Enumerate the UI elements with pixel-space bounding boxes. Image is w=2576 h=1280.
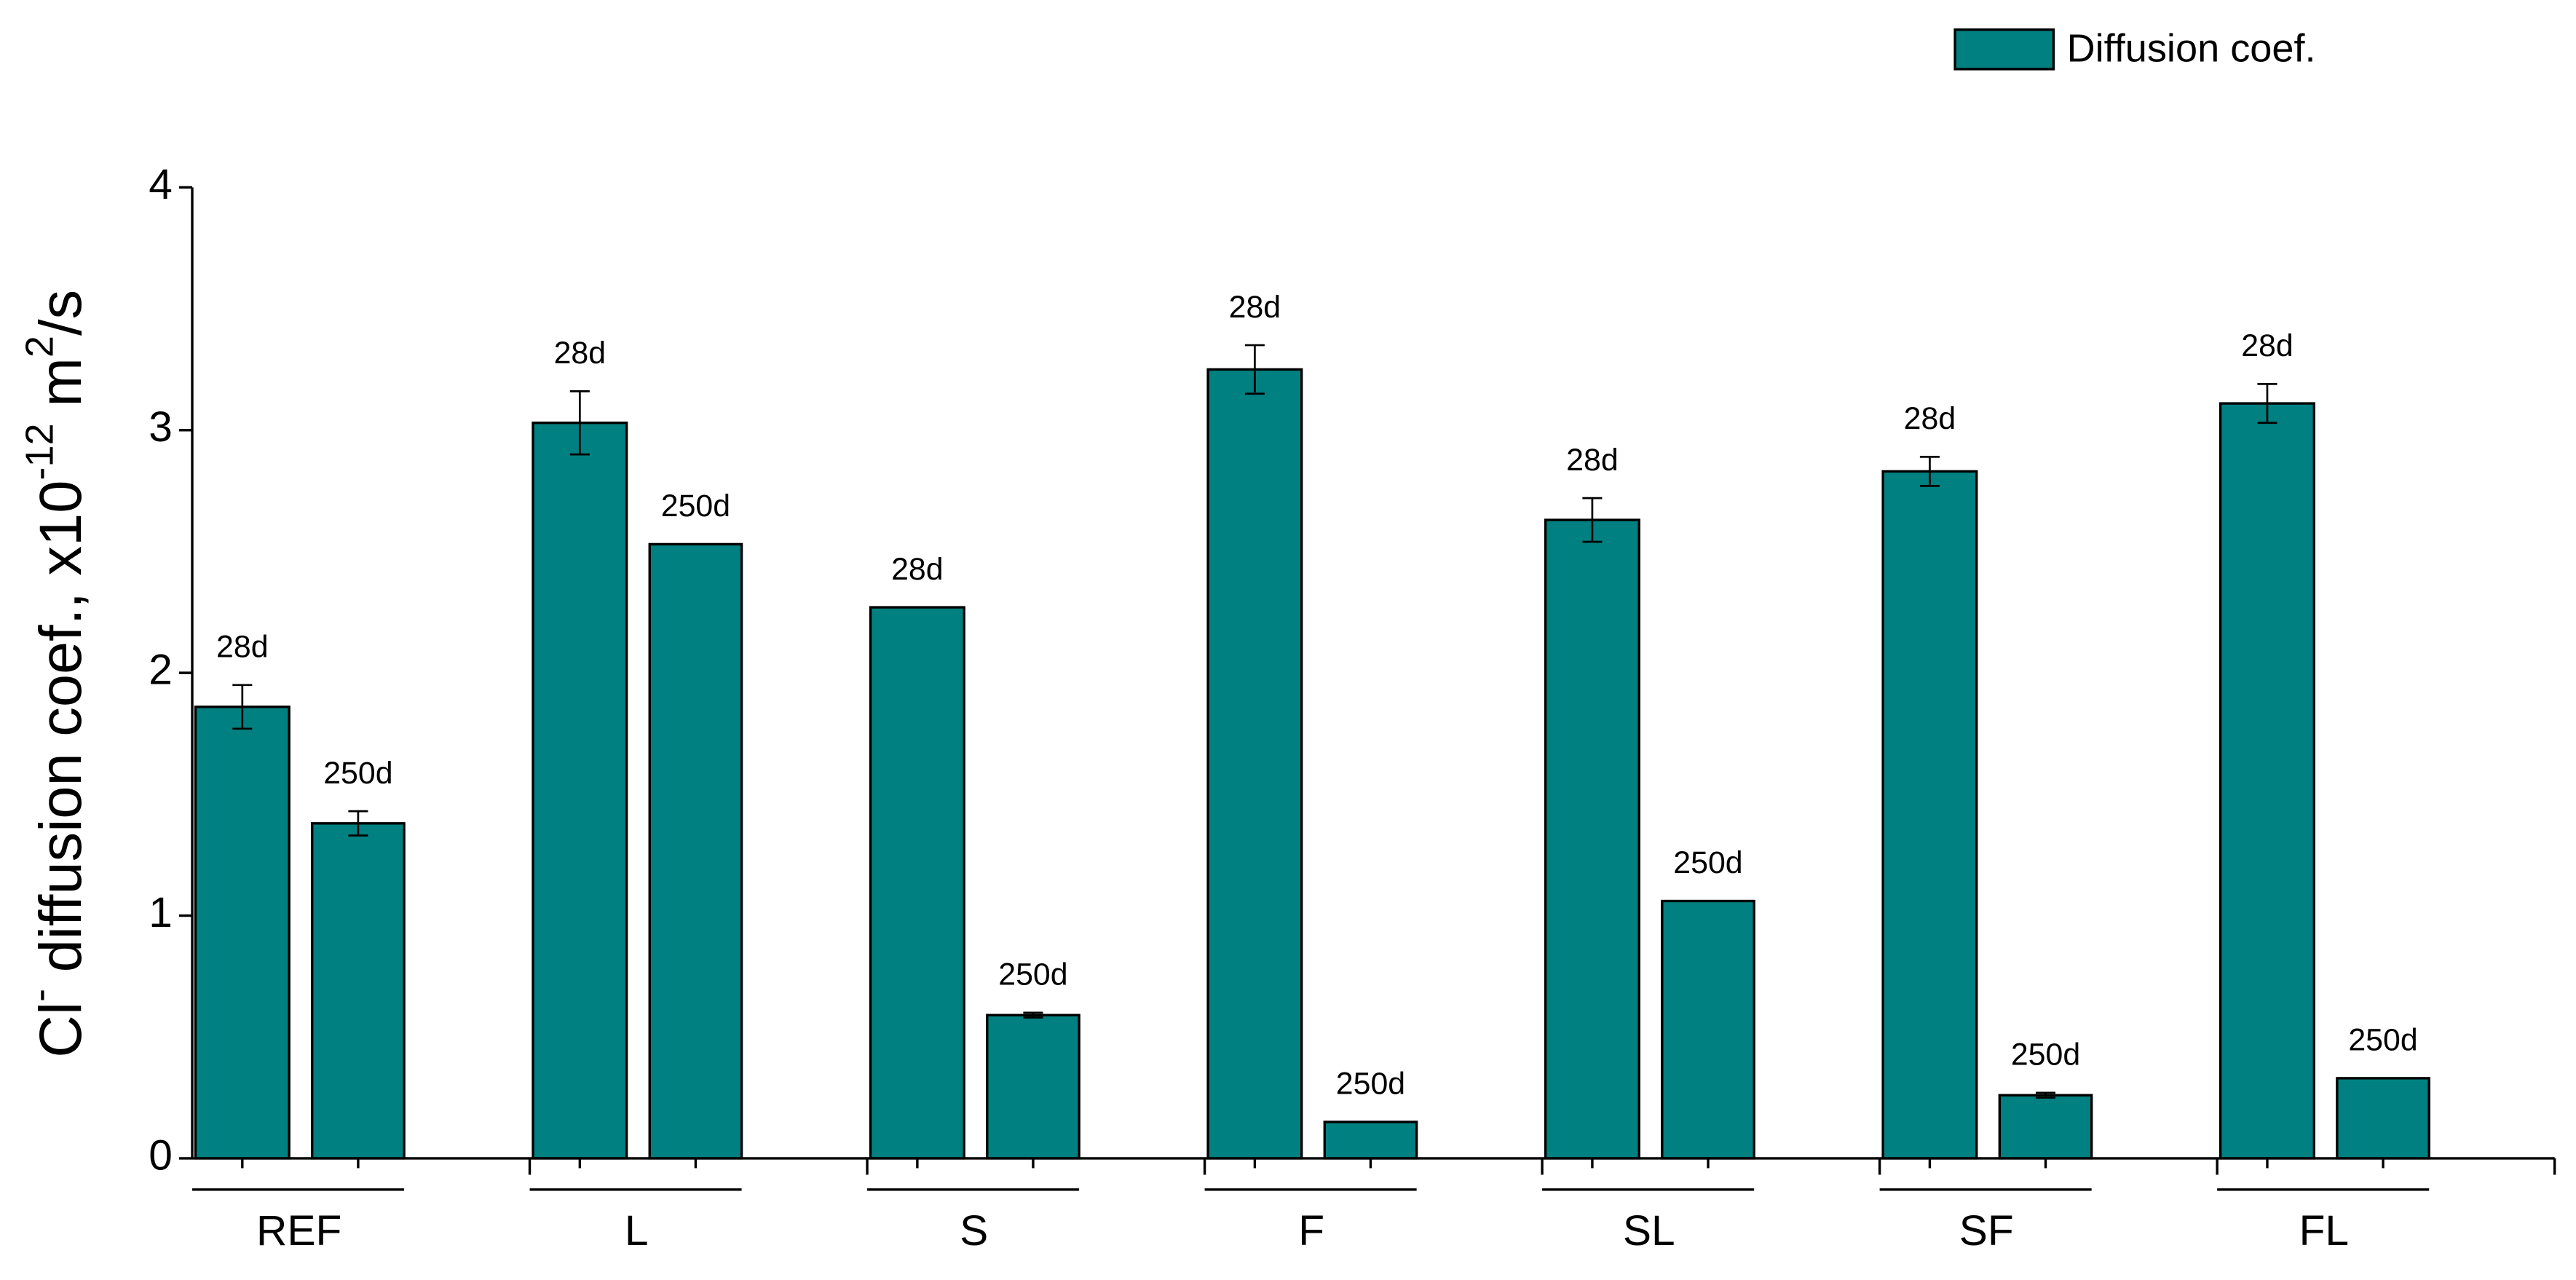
- bar-label: 28d: [554, 336, 607, 371]
- bar: [1661, 899, 1755, 1160]
- bar-label: 250d: [2011, 1038, 2080, 1072]
- bar-label: 250d: [323, 756, 392, 791]
- bar-label: 250d: [661, 489, 730, 524]
- error-bar: [569, 390, 590, 456]
- x-tick-label: SL: [1623, 1207, 1675, 1255]
- bar-label: 28d: [2241, 328, 2293, 363]
- y-label-part: m: [28, 357, 95, 423]
- error-bar: [1919, 456, 1940, 487]
- bar-label: 28d: [1229, 290, 1281, 325]
- y-label-part: -: [18, 989, 62, 1002]
- legend-label: Diffusion coef.: [2067, 26, 2316, 70]
- error-bar: [1244, 344, 1265, 395]
- bar-label: 250d: [998, 957, 1067, 992]
- y-label-part: /s: [28, 290, 95, 336]
- error-bar: [2257, 383, 2277, 424]
- bar: [648, 542, 743, 1160]
- error-bar: [232, 684, 253, 730]
- bar: [2336, 1077, 2430, 1160]
- bar: [1881, 470, 1978, 1160]
- bar: [311, 822, 406, 1160]
- x-tick-label: FL: [2299, 1207, 2349, 1255]
- bar: [1323, 1121, 1418, 1160]
- error-bar: [348, 810, 368, 837]
- x-tick-label: SF: [1959, 1207, 2014, 1255]
- bar-label: 250d: [1673, 845, 1742, 880]
- bar: [986, 1014, 1080, 1160]
- y-tick-label: 1: [149, 889, 173, 936]
- bar: [1998, 1094, 2093, 1160]
- legend-swatch: [1953, 28, 2055, 71]
- bar: [869, 606, 965, 1160]
- y-tick-label: 3: [149, 403, 173, 451]
- error-bar: [1582, 497, 1603, 543]
- x-tick-label: F: [1298, 1207, 1324, 1255]
- error-bar: [2035, 1091, 2056, 1099]
- bar-label: 28d: [891, 552, 944, 587]
- bar: [1206, 368, 1303, 1160]
- bar-label: 250d: [1336, 1067, 1405, 1102]
- x-tick-label: L: [625, 1207, 649, 1255]
- bar-label: 28d: [1566, 443, 1619, 478]
- y-label-part: 2: [18, 336, 62, 357]
- y-axis-label: Cl- diffusion coef., x10-12 m2/s: [18, 290, 95, 1058]
- bar-label: 28d: [1904, 401, 1956, 436]
- bar: [2219, 402, 2315, 1160]
- y-label-part: -12: [18, 423, 62, 480]
- y-label-part: diffusion coef., x10: [28, 481, 95, 989]
- y-label-part: Cl: [28, 1002, 95, 1058]
- y-tick-label: 4: [149, 161, 173, 208]
- bar: [194, 706, 291, 1160]
- bar: [1544, 518, 1640, 1160]
- error-bar: [1023, 1011, 1043, 1019]
- y-tick-label: 2: [149, 647, 173, 694]
- x-tick-label: REF: [256, 1207, 341, 1255]
- bar: [532, 422, 628, 1160]
- x-tick-label: S: [960, 1207, 988, 1255]
- bar-label: 28d: [216, 629, 269, 664]
- y-tick-label: 0: [149, 1131, 173, 1179]
- bar-label: 250d: [2348, 1023, 2417, 1058]
